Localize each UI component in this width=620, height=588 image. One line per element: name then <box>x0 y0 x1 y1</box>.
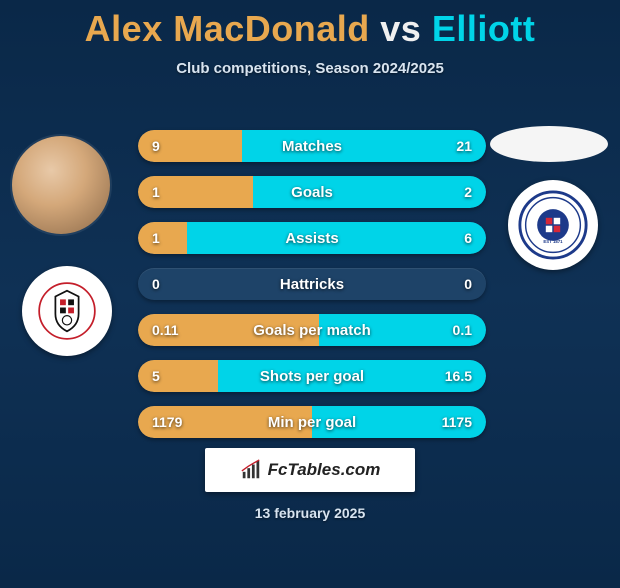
reading-badge-icon: EST 1871 <box>517 189 589 261</box>
comparison-title: Alex MacDonald vs Elliott <box>0 8 620 50</box>
stat-value-right: 0 <box>464 276 472 292</box>
stat-row: 5Shots per goal16.5 <box>138 360 486 392</box>
stat-label: Goals <box>138 184 486 201</box>
svg-text:EST 1871: EST 1871 <box>543 239 563 244</box>
stat-row: 1179Min per goal1175 <box>138 406 486 438</box>
player2-avatar <box>490 126 608 162</box>
player1-club-badge <box>22 266 112 356</box>
fctables-logo: FcTables.com <box>205 448 415 492</box>
stat-value-right: 21 <box>456 138 472 154</box>
stats-list: 9Matches21 1Goals2 1Assists6 0Hattricks0 0.1… <box>138 130 486 452</box>
stat-label: Goals per match <box>138 322 486 339</box>
stat-value-right: 16.5 <box>445 368 472 384</box>
stat-value-right: 0.1 <box>453 322 472 338</box>
subtitle: Club competitions, Season 2024/2025 <box>0 60 620 77</box>
stat-label: Min per goal <box>138 414 486 431</box>
date-text: 13 february 2025 <box>0 505 620 521</box>
stat-label: Hattricks <box>138 276 486 293</box>
chart-icon <box>240 459 262 481</box>
stat-value-right: 1175 <box>442 414 472 430</box>
rotherham-badge-icon <box>38 282 96 340</box>
player1-avatar <box>12 136 110 234</box>
player1-name: Alex MacDonald <box>85 8 370 49</box>
player2-club-badge: EST 1871 <box>508 180 598 270</box>
stat-row: 0.11Goals per match0.1 <box>138 314 486 346</box>
stat-row: 1Assists6 <box>138 222 486 254</box>
stat-value-right: 2 <box>464 184 472 200</box>
stat-value-right: 6 <box>464 230 472 246</box>
player2-name: Elliott <box>432 8 535 49</box>
stat-label: Shots per goal <box>138 368 486 385</box>
stat-label: Matches <box>138 138 486 155</box>
stat-row: 9Matches21 <box>138 130 486 162</box>
stat-label: Assists <box>138 230 486 247</box>
vs-text: vs <box>380 8 421 49</box>
stat-row: 1Goals2 <box>138 176 486 208</box>
logo-text: FcTables.com <box>268 460 381 480</box>
stat-row: 0Hattricks0 <box>138 268 486 300</box>
